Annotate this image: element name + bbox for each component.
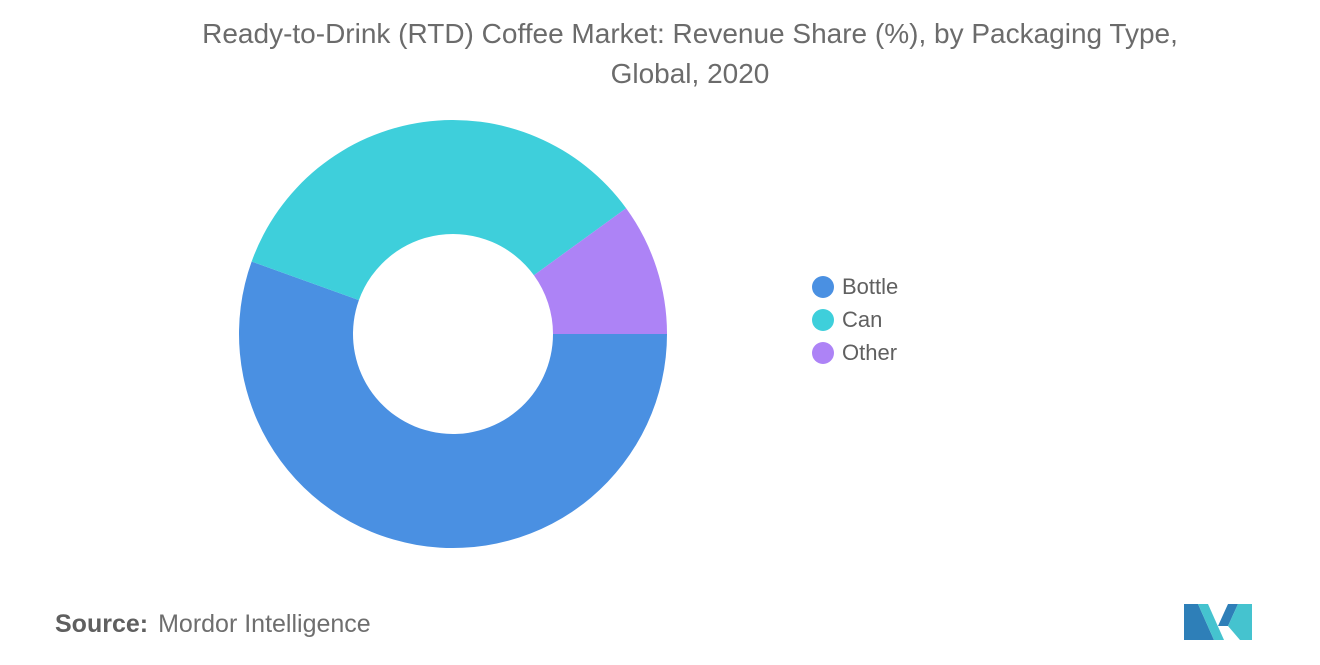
legend-item-other: Other (812, 336, 898, 369)
legend-label: Can (842, 306, 883, 332)
legend-swatch (812, 308, 834, 331)
legend-item-can: Can (812, 303, 898, 336)
legend-item-bottle: Bottle (812, 270, 898, 303)
legend-label: Bottle (842, 273, 899, 299)
legend-swatch (812, 275, 834, 298)
slice-other (533, 208, 667, 334)
mordor-intelligence-logo (1184, 604, 1252, 640)
source-label: Source: (55, 610, 149, 638)
slice-bottle (238, 261, 667, 548)
source-value: Mordor Intelligence (158, 610, 371, 638)
chart-title-line2: Global, 2020 (610, 58, 770, 89)
source-note: Source: Mordor Intelligence (55, 610, 371, 639)
legend-swatch (812, 341, 834, 364)
donut-slices (238, 119, 667, 548)
slice-can (251, 119, 627, 301)
legend-label: Other (842, 339, 898, 365)
chart-title: Ready-to-Drink (RTD) Coffee Market: Reve… (60, 14, 1320, 94)
chart-title-line1: Ready-to-Drink (RTD) Coffee Market: Reve… (202, 18, 1178, 49)
chart-legend: Bottle Can Other (812, 270, 898, 369)
